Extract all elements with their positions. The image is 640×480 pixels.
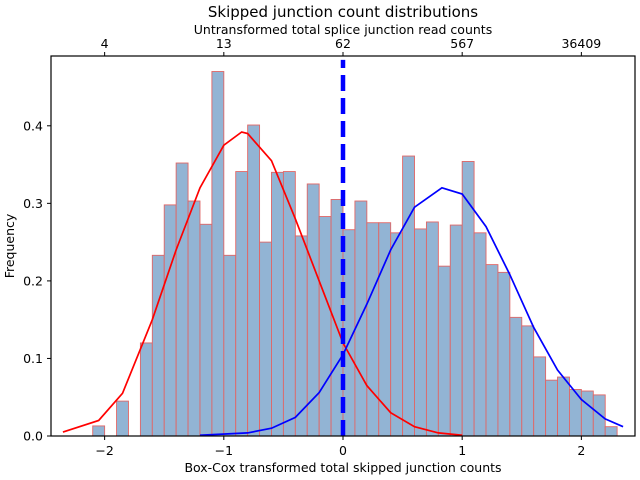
histogram-bar [473, 232, 487, 437]
x-tick-label: 2 [577, 443, 585, 458]
histogram-bar [92, 425, 106, 437]
histogram-bar [282, 171, 296, 437]
histogram-bar [235, 171, 249, 437]
histogram-bar [187, 200, 201, 437]
histogram-bar [211, 71, 225, 437]
top-axis-label: Untransformed total splice junction read… [194, 22, 492, 37]
histogram-bar [521, 325, 535, 437]
histogram-bar [139, 342, 153, 437]
histogram-bar [175, 162, 189, 437]
histogram-bar [318, 216, 332, 437]
x-axis-label: Box-Cox transformed total skipped juncti… [184, 460, 501, 475]
histogram-bar [414, 228, 427, 437]
y-tick-label: 0.3 [23, 196, 43, 211]
chart-title: Skipped junction count distributions [208, 3, 478, 21]
top-tick-label: 36409 [561, 36, 601, 51]
fit-curve [62, 131, 463, 437]
histogram-bar [449, 224, 463, 437]
histogram-bar [390, 232, 404, 437]
histogram-bar [533, 356, 547, 437]
histogram-bar [485, 264, 499, 437]
y-tick-label: 0.2 [23, 273, 43, 288]
histogram-bar [509, 316, 523, 437]
y-tick-label: 0.1 [23, 351, 43, 366]
top-tick-label: 567 [450, 36, 474, 51]
histogram-bar [163, 204, 177, 437]
x-tick-label: −1 [215, 443, 233, 458]
y-axis-label: Frequency [2, 213, 17, 278]
histogram-bar [199, 223, 213, 437]
histogram-bar [271, 171, 284, 437]
top-axis-ticks: 4 13 62 567 36409 [101, 36, 601, 56]
x-tick-label: 1 [458, 443, 466, 458]
fit-curve [199, 186, 624, 437]
histogram-bar [247, 124, 261, 437]
top-tick-label: 4 [101, 36, 109, 51]
histogram-bar [557, 376, 570, 437]
histogram-bar [437, 265, 451, 437]
histogram-bar [402, 155, 415, 437]
histogram-bars [92, 71, 618, 437]
histogram-bar [366, 222, 380, 437]
x-tick-label: 0 [339, 443, 347, 458]
fit-curves [62, 59, 624, 437]
histogram-bar [116, 400, 129, 437]
histogram-bar [223, 254, 237, 437]
histogram-bar [592, 394, 606, 437]
y-tick-label: 0.0 [23, 429, 43, 444]
histogram-bar [259, 241, 272, 437]
y-axis-ticks: 0.0 0.1 0.2 0.3 0.4 [23, 118, 51, 444]
y-tick-label: 0.4 [23, 118, 43, 133]
histogram-bar [151, 254, 165, 437]
histogram-bar [580, 390, 594, 437]
histogram-bar [545, 379, 558, 437]
histogram-bar [497, 271, 511, 437]
histogram-bar [425, 221, 439, 437]
top-tick-label: 62 [335, 36, 351, 51]
x-axis-ticks: −2 −1 0 1 2 [95, 436, 585, 458]
x-tick-label: −2 [95, 443, 113, 458]
top-tick-label: 13 [216, 36, 232, 51]
histogram-bar [604, 426, 618, 437]
